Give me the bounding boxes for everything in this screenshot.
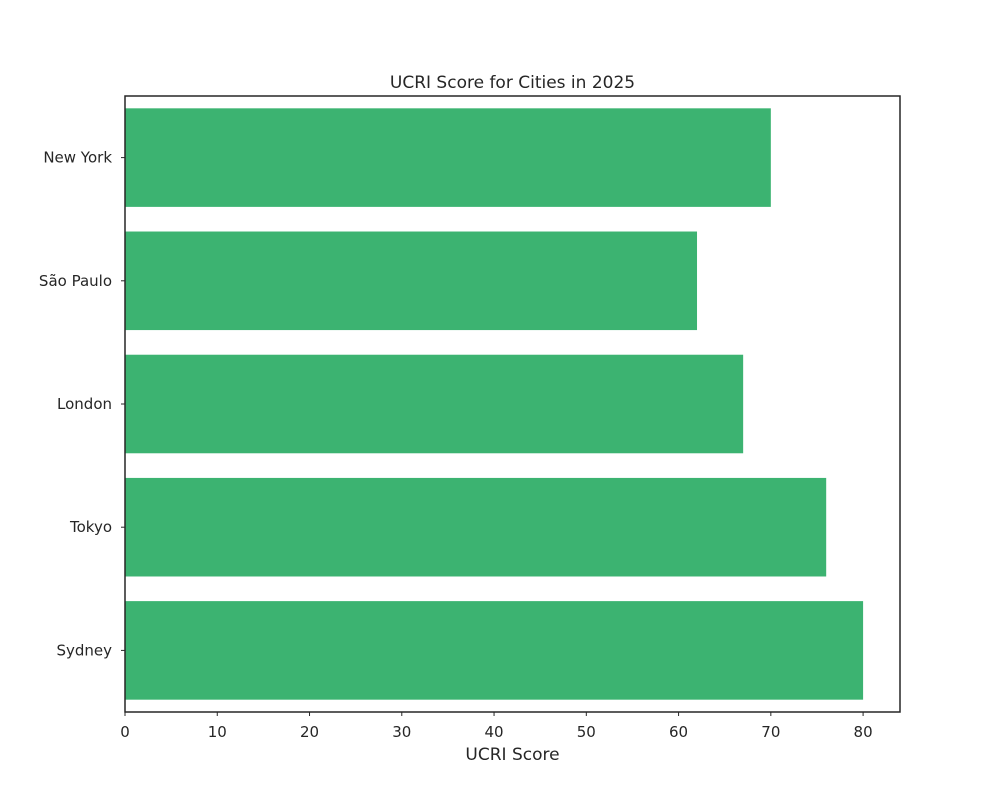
- x-tick-label-30: 30: [392, 723, 411, 741]
- x-tick-label-40: 40: [485, 723, 504, 741]
- bar-sao-paulo: [125, 231, 698, 331]
- x-axis-label: UCRI Score: [465, 745, 559, 765]
- y-axis: New York São Paulo London Tokyo Sydney: [39, 149, 125, 659]
- y-tick-label-sao-paulo: São Paulo: [39, 272, 112, 290]
- bar-sydney: [125, 601, 864, 700]
- x-tick-label-60: 60: [669, 723, 688, 741]
- y-tick-label-london: London: [57, 395, 112, 413]
- x-tick-label-50: 50: [577, 723, 596, 741]
- x-tick-label-70: 70: [761, 723, 780, 741]
- bars-layer: [125, 108, 864, 700]
- x-tick-label-10: 10: [208, 723, 227, 741]
- bar-london: [125, 354, 744, 454]
- y-tick-label-tokyo: Tokyo: [69, 518, 112, 536]
- bar-tokyo: [125, 477, 827, 577]
- x-tick-label-20: 20: [300, 723, 319, 741]
- x-axis: 0 10 20 30 40 50 60 70 80: [120, 712, 873, 741]
- bar-new-york: [125, 108, 771, 207]
- y-tick-label-sydney: Sydney: [56, 641, 112, 659]
- y-tick-label-new-york: New York: [43, 149, 112, 167]
- chart-title: UCRI Score for Cities in 2025: [390, 73, 635, 93]
- x-tick-label-0: 0: [120, 723, 130, 741]
- x-tick-label-80: 80: [854, 723, 873, 741]
